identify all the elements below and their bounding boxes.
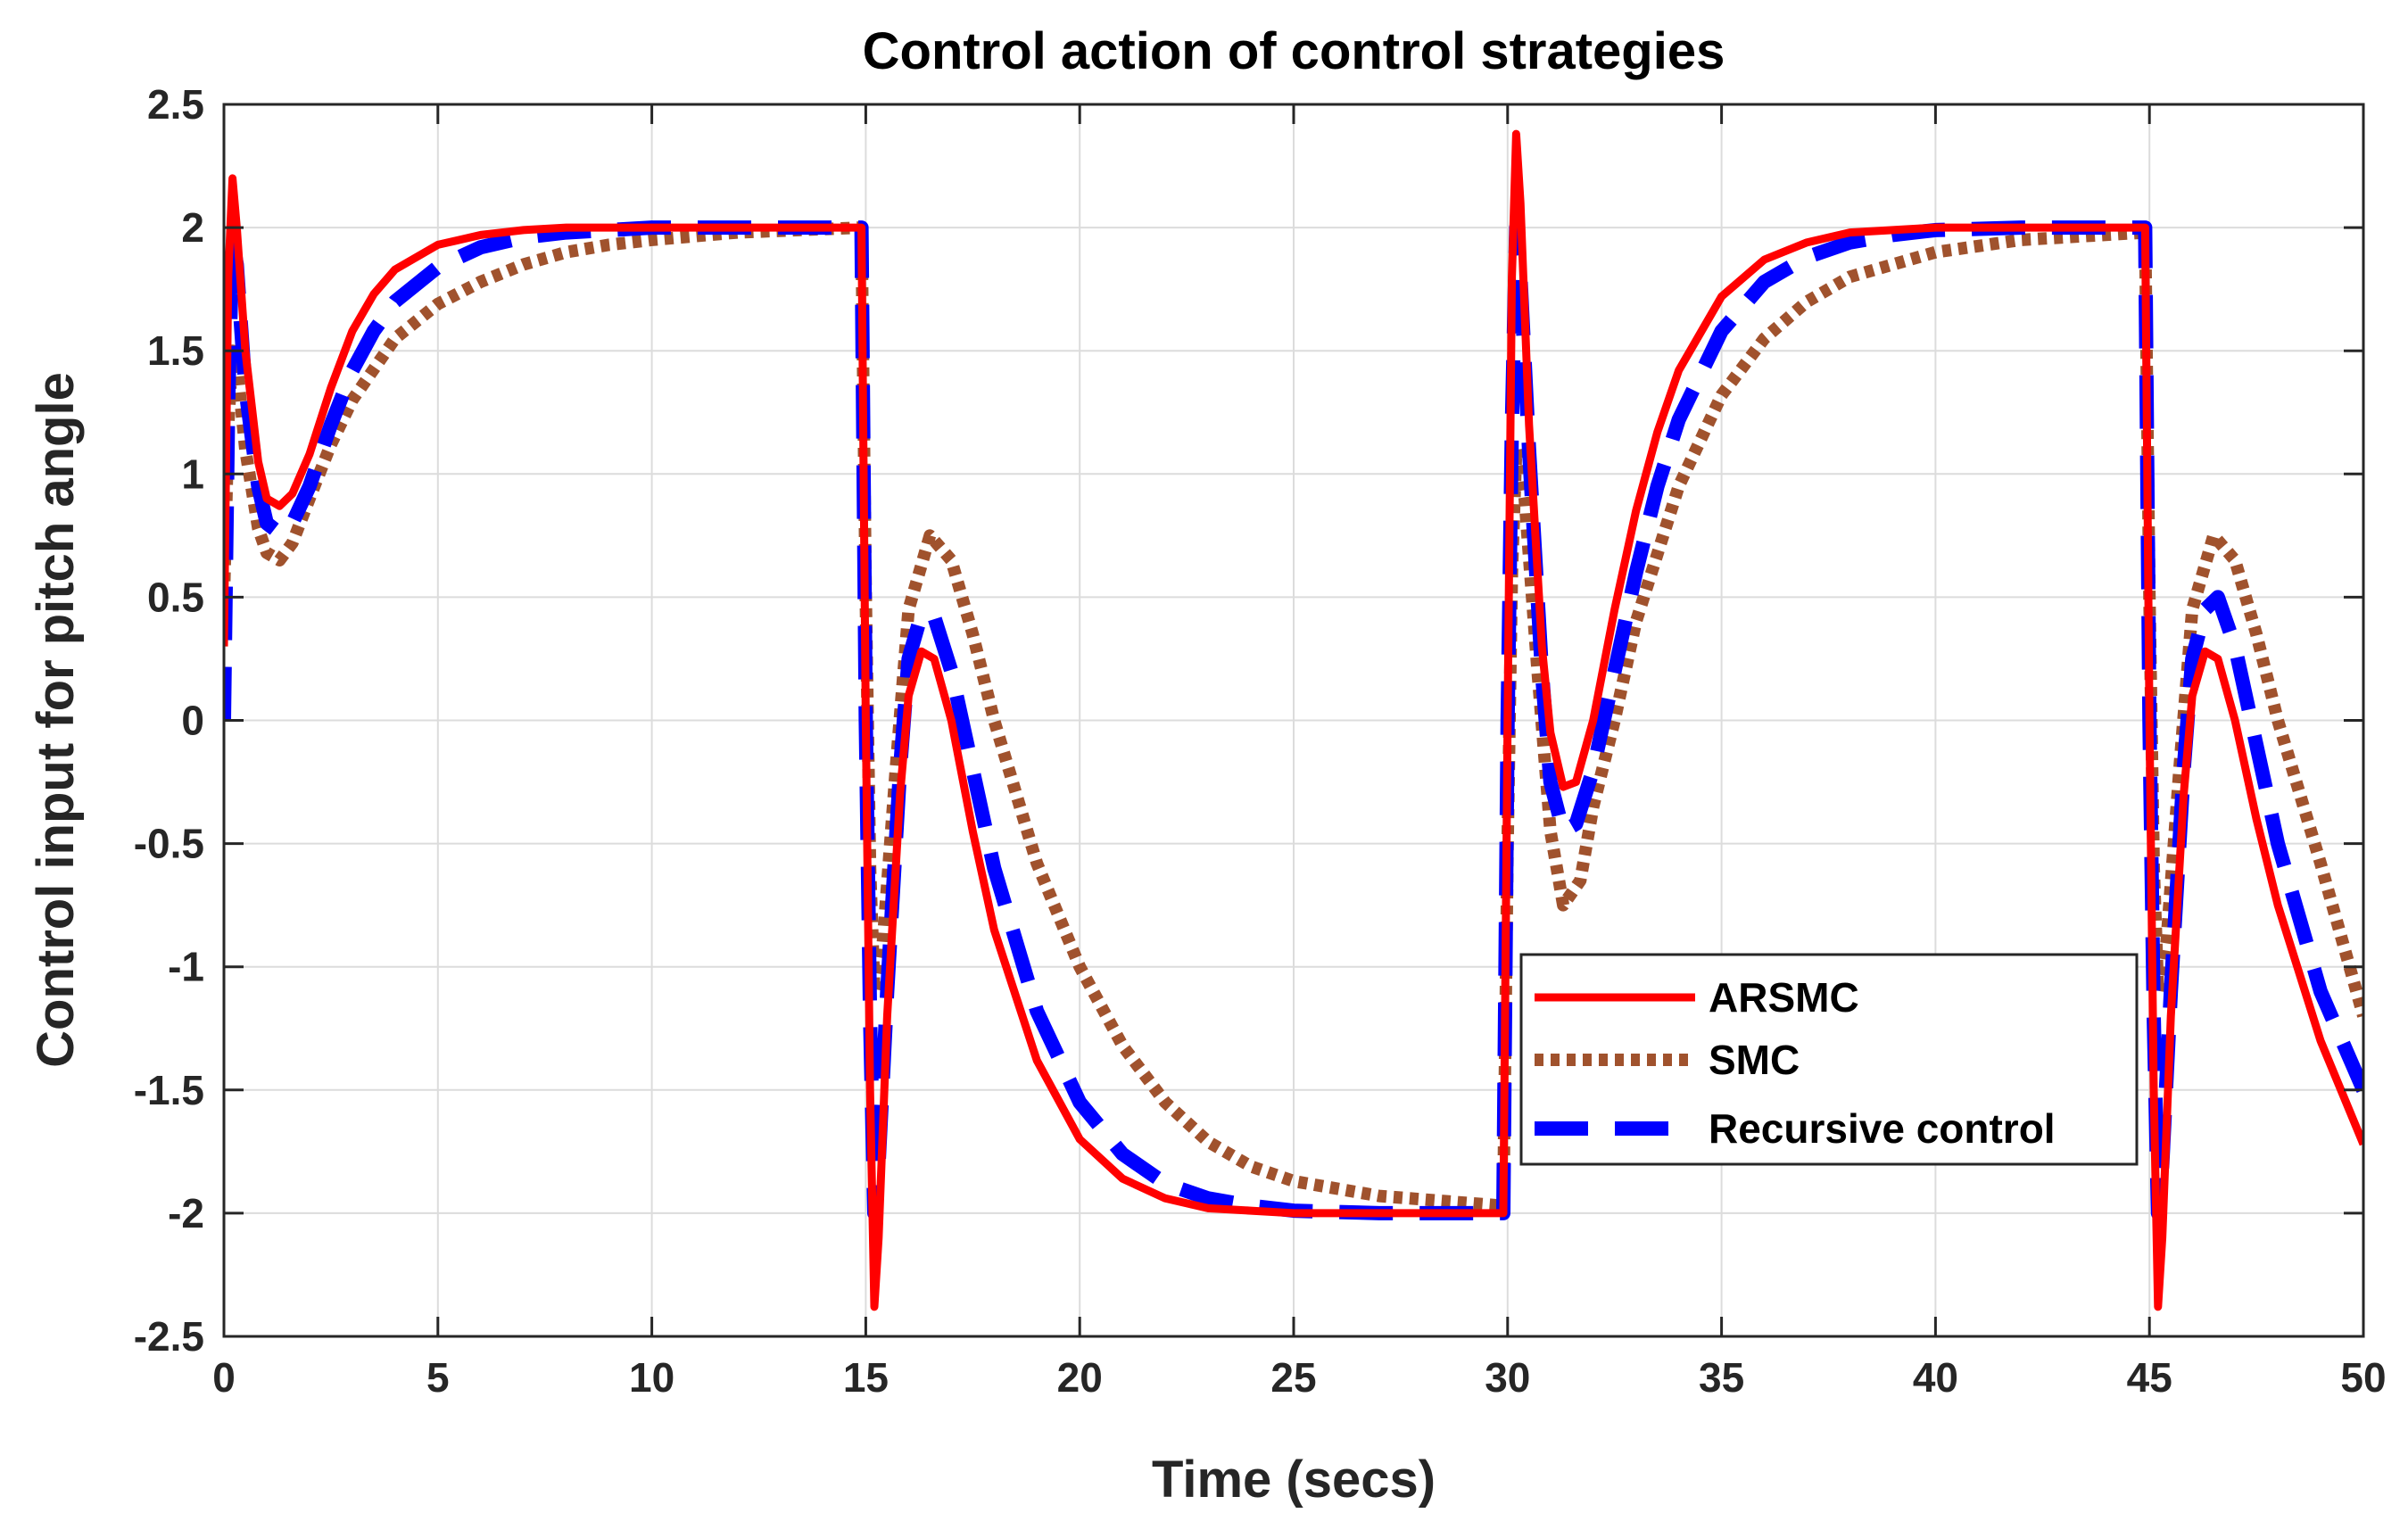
- y-tick-label: 2: [181, 204, 204, 251]
- x-tick-label: 5: [426, 1354, 450, 1401]
- x-tick-labels: 0 5 10 15 20 25 30 35 40 45 50: [212, 1354, 2386, 1401]
- y-tick-label: -1.5: [134, 1067, 204, 1113]
- y-tick-label: 1: [181, 451, 204, 497]
- x-tick-label: 20: [1057, 1354, 1103, 1401]
- y-tick-label: 2.5: [147, 81, 204, 128]
- x-tick-label: 50: [2340, 1354, 2386, 1401]
- y-tick-label: -1: [168, 944, 204, 990]
- x-tick-label: 10: [629, 1354, 674, 1401]
- y-tick-label: -2: [168, 1190, 204, 1236]
- series-arsmc: [224, 129, 2363, 1311]
- y-tick-labels: 2.5 2 1.5 1 0.5 0 -0.5 -1 -1.5 -2 -2.5: [134, 81, 204, 1360]
- y-tick-label: 1.5: [147, 327, 204, 374]
- x-tick-label: 0: [212, 1354, 236, 1401]
- legend-label-recursive-control: Recursive control: [1709, 1105, 2056, 1152]
- y-tick-label: 0: [181, 698, 204, 744]
- legend: ARSMC SMC Recursive control: [1519, 953, 2139, 1166]
- y-tick-label: -0.5: [134, 821, 204, 867]
- y-tick-label: -2.5: [134, 1313, 204, 1360]
- legend-label-arsmc: ARSMC: [1709, 974, 1859, 1021]
- x-tick-label: 15: [843, 1354, 889, 1401]
- x-tick-label: 35: [1699, 1354, 1744, 1401]
- x-tick-label: 45: [2127, 1354, 2172, 1401]
- legend-label-smc: SMC: [1709, 1037, 1800, 1083]
- y-tick-label: 0.5: [147, 574, 204, 620]
- x-tick-label: 25: [1270, 1354, 1316, 1401]
- x-tick-label: 30: [1485, 1354, 1530, 1401]
- x-tick-label: 40: [1913, 1354, 1958, 1401]
- ticks: [222, 103, 2365, 1338]
- y-axis-label: Control input for pitch angle: [27, 372, 85, 1068]
- chart-title: Control action of control strategies: [863, 22, 1725, 80]
- series-layer: [224, 129, 2363, 1311]
- x-axis-label: Time (secs): [1152, 1451, 1436, 1509]
